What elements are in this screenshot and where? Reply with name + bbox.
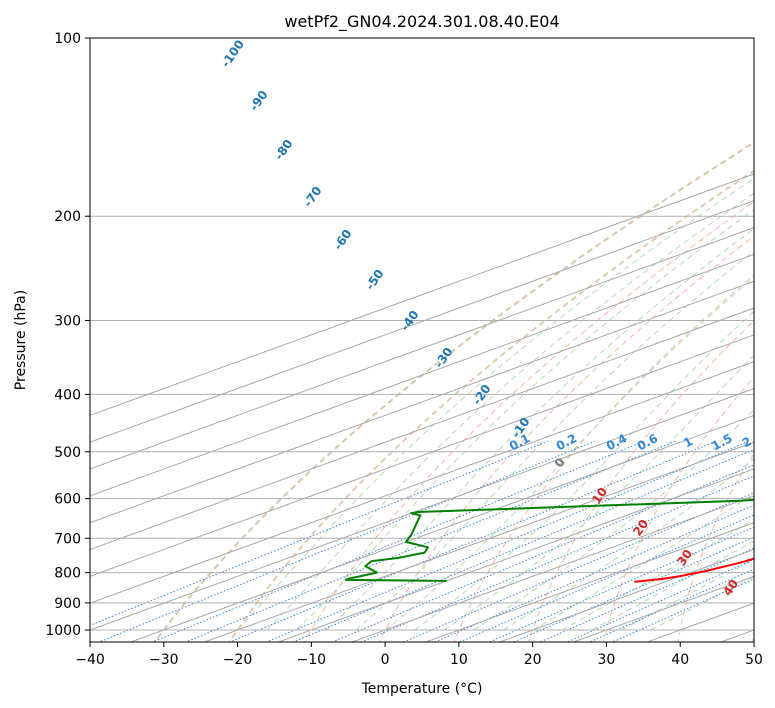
dry-adiabat xyxy=(453,274,754,642)
dry-adiabat xyxy=(677,452,754,642)
moist-adiabat xyxy=(384,277,754,631)
y-tick-label: 800 xyxy=(54,566,81,582)
x-tick-label: 40 xyxy=(671,652,689,668)
dry-adiabat xyxy=(378,235,754,642)
moist-adiabat xyxy=(237,177,754,631)
y-tick-label: 1000 xyxy=(45,623,81,639)
moist-adiabat xyxy=(443,354,754,631)
y-tick-label: 300 xyxy=(54,313,81,329)
dewpoint-profile xyxy=(344,498,754,582)
isotherm-line xyxy=(90,173,754,416)
isotherm-line xyxy=(90,253,754,497)
mixing-ratio-line xyxy=(97,440,595,642)
mixing-ratio-line xyxy=(512,536,754,642)
y-tick-label: 100 xyxy=(54,31,81,47)
x-tick-label: −10 xyxy=(297,652,327,668)
isotherm-line xyxy=(203,441,754,642)
mixing-ratio-line xyxy=(360,475,754,642)
y-tick-label: 200 xyxy=(54,209,81,225)
isobar-lines xyxy=(90,215,754,631)
isotherm-line xyxy=(90,334,754,577)
mixing-ratio-line xyxy=(565,558,754,642)
chart-title: wetPf2_GN04.2024.301.08.40.E04 xyxy=(284,12,559,32)
mixing-ratio-line xyxy=(402,492,754,642)
mixing-ratio-line xyxy=(331,464,754,642)
isotherm-line xyxy=(90,307,754,551)
isotherm-line xyxy=(276,468,754,642)
dry-adiabats xyxy=(153,141,754,642)
moist-adiabat xyxy=(296,209,754,631)
moist-adiabat xyxy=(502,457,754,631)
dry-adiabat xyxy=(752,625,754,642)
x-axis-label: Temperature (°C) xyxy=(361,681,483,697)
isotherm-line xyxy=(90,227,754,470)
mixing-ratio-line xyxy=(90,440,548,626)
isotherm-line xyxy=(129,414,754,642)
moist-adiabat xyxy=(355,250,754,631)
profile-lines xyxy=(344,498,754,583)
mixing-ratio-lines xyxy=(90,440,754,642)
x-tick-label: 10 xyxy=(450,652,468,668)
y-tick-label: 400 xyxy=(54,387,81,403)
mixing-ratio-line xyxy=(458,514,754,642)
mixing-ratio-line xyxy=(265,440,750,642)
moist-adiabat xyxy=(532,492,754,631)
x-tick-label: 30 xyxy=(598,652,616,668)
plot-frame xyxy=(89,37,755,643)
dry-adiabat xyxy=(603,376,754,642)
moist-adiabat xyxy=(325,228,754,631)
mixing-ratio-line xyxy=(488,526,754,642)
isotherm-line xyxy=(90,200,754,443)
plot-background xyxy=(90,38,754,642)
x-tick-label: 50 xyxy=(745,652,763,668)
x-tick-label: −30 xyxy=(149,652,179,668)
moist-adiabats xyxy=(237,177,754,631)
moist-adiabat xyxy=(414,310,754,631)
mixing-ratio-line xyxy=(538,547,754,642)
isotherm-line xyxy=(350,495,754,642)
dry-adiabat xyxy=(153,141,754,642)
moist-adiabat xyxy=(473,408,754,631)
moist-adiabat xyxy=(650,576,754,631)
x-axis-ticks: −40 −30 −20 −10 0 10 20 30 40 50 xyxy=(75,642,763,668)
isotherm-line xyxy=(90,280,754,524)
isotherm-line xyxy=(90,388,754,631)
y-axis-label: Pressure (hPa) xyxy=(13,290,29,390)
x-tick-label: −40 xyxy=(75,652,105,668)
y-tick-label: 500 xyxy=(54,445,81,461)
y-tick-label: 700 xyxy=(54,531,81,547)
isotherm-lines xyxy=(90,173,754,642)
y-axis-ticks: 100 200 300 400 500 600 700 800 900 1000 xyxy=(45,31,90,639)
y-tick-label: 600 xyxy=(54,492,81,508)
isotherm-line xyxy=(90,361,754,604)
mixing-ratio-line xyxy=(433,504,754,642)
y-tick-label: 900 xyxy=(54,596,81,612)
x-tick-label: 0 xyxy=(381,652,390,668)
isotherm-line xyxy=(424,522,754,642)
x-tick-label: 20 xyxy=(524,652,542,668)
x-tick-label: −20 xyxy=(223,652,253,668)
dry-adiabat xyxy=(228,169,754,642)
